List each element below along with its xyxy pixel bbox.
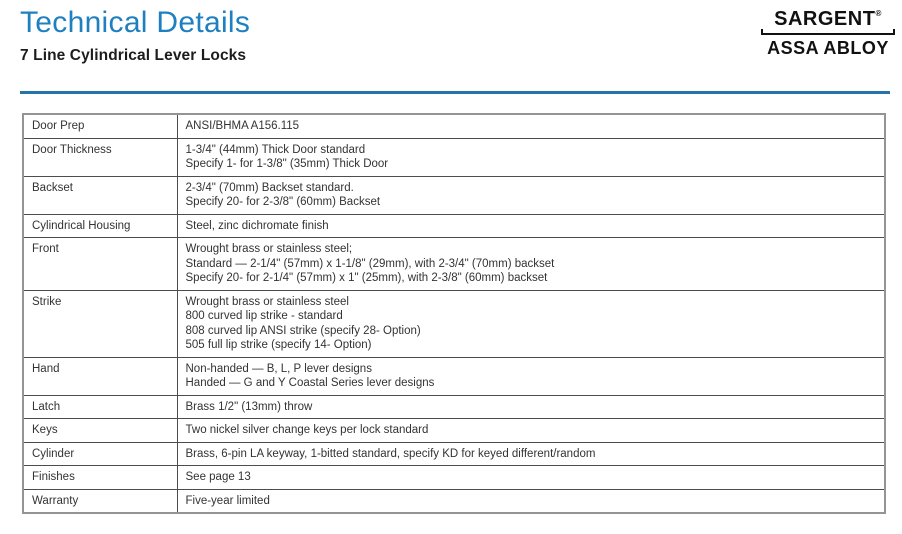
spec-label: Cylinder bbox=[22, 441, 178, 466]
table-row: Door Prep ANSI/BHMA A156.115 bbox=[22, 113, 886, 139]
spec-line: Handed — G and Y Coastal Series lever de… bbox=[185, 377, 435, 389]
spec-value: 1-3/4" (44mm) Thick Door standard Specify… bbox=[176, 137, 886, 177]
table-row: Hand Non-handed — B, L, P lever designs H… bbox=[22, 356, 886, 396]
table-row: Backset 2-3/4" (70mm) Backset standard. S… bbox=[22, 175, 886, 215]
spec-line: Specify 20- for 2-3/8" (60mm) Backset bbox=[185, 196, 381, 208]
registered-trademark-symbol: ® bbox=[875, 9, 882, 18]
spec-line: Specify 1- for 1-3/8" (35mm) Thick Door bbox=[185, 158, 389, 170]
spec-label: Strike bbox=[22, 289, 178, 358]
spec-line: ANSI/BHMA A156.115 bbox=[185, 120, 300, 132]
spec-line: Non-handed — B, L, P lever designs bbox=[185, 362, 372, 375]
spec-line: 505 full lip strike (specify 14- Option) bbox=[185, 339, 372, 351]
spec-label: Finishes bbox=[22, 465, 178, 490]
spec-label: Backset bbox=[22, 175, 178, 215]
spec-value: Non-handed — B, L, P lever designs Handed… bbox=[176, 356, 886, 396]
spec-line: 808 curved lip ANSI strike (specify 28- … bbox=[185, 324, 421, 337]
spec-table-body: Door Prep ANSI/BHMA A156.115 Door Thickn… bbox=[22, 113, 886, 514]
table-row: Finishes See page 13 bbox=[22, 465, 886, 490]
spec-value: Five-year limited bbox=[176, 488, 886, 514]
sargent-assa-abloy-logo: SARGENT® ASSA ABLOY bbox=[760, 9, 896, 57]
technical-details-table: Door Prep ANSI/BHMA A156.115 Door Thickn… bbox=[22, 113, 886, 514]
table-row: Cylinder Brass, 6-pin LA keyway, 1-bitte… bbox=[22, 441, 886, 466]
spec-value: 2-3/4" (70mm) Backset standard. Specify 2… bbox=[176, 175, 886, 215]
spec-line: 800 curved lip strike - standard bbox=[185, 310, 343, 322]
spec-label: Door Thickness bbox=[22, 137, 178, 177]
table-row: Cylindrical Housing Steel, zinc dichroma… bbox=[22, 213, 886, 238]
sargent-wordmark: SARGENT® bbox=[760, 9, 896, 29]
spec-line: Brass, 6-pin LA keyway, 1-bitted standar… bbox=[185, 447, 596, 460]
spec-value: Brass 1/2" (13mm) throw bbox=[176, 394, 886, 419]
spec-line: See page 13 bbox=[185, 471, 251, 483]
spec-value: Wrought brass or stainless steel 800 curv… bbox=[176, 289, 886, 358]
spec-label: Hand bbox=[22, 356, 178, 396]
spec-value: Brass, 6-pin LA keyway, 1-bitted standar… bbox=[176, 441, 886, 466]
table-row: Door Thickness 1-3/4" (44mm) Thick Door … bbox=[22, 137, 886, 177]
spec-line: Steel, zinc dichromate finish bbox=[185, 219, 329, 232]
spec-label: Keys bbox=[22, 418, 178, 443]
spec-line: Wrought brass or stainless steel bbox=[185, 295, 349, 308]
spec-line: Specify 20- for 2-1/4" (57mm) x 1" (25mm… bbox=[185, 272, 548, 284]
spec-line: Five-year limited bbox=[185, 494, 270, 507]
spec-label: Latch bbox=[22, 394, 178, 419]
spec-value: See page 13 bbox=[176, 465, 886, 490]
sargent-wordmark-text: SARGENT bbox=[774, 8, 876, 30]
spec-line: 2-3/4" (70mm) Backset standard. bbox=[185, 181, 354, 194]
spec-line: Wrought brass or stainless steel; bbox=[185, 243, 353, 255]
table-row: Strike Wrought brass or stainless steel 8… bbox=[22, 289, 886, 358]
spec-line: Standard — 2-1/4" (57mm) x 1-1/8" (29mm)… bbox=[185, 257, 555, 270]
spec-value: Wrought brass or stainless steel; Standar… bbox=[176, 237, 886, 291]
spec-line: Brass 1/2" (13mm) throw bbox=[185, 400, 313, 413]
logo-bracket-line bbox=[761, 29, 895, 35]
table-row: Front Wrought brass or stainless steel; S… bbox=[22, 237, 886, 291]
page-header: Technical Details 7 Line Cylindrical Lev… bbox=[20, 6, 250, 65]
table-row: Latch Brass 1/2" (13mm) throw bbox=[22, 394, 886, 419]
spec-label: Warranty bbox=[22, 488, 178, 514]
spec-value: Steel, zinc dichromate finish bbox=[176, 213, 886, 238]
table-row: Warranty Five-year limited bbox=[22, 488, 886, 514]
spec-label: Front bbox=[22, 237, 178, 291]
assa-abloy-wordmark: ASSA ABLOY bbox=[767, 38, 889, 58]
spec-value: ANSI/BHMA A156.115 bbox=[176, 113, 886, 139]
spec-line: 1-3/4" (44mm) Thick Door standard bbox=[185, 143, 366, 156]
spec-label: Door Prep bbox=[22, 113, 178, 139]
table-row: Keys Two nickel silver change keys per l… bbox=[22, 418, 886, 443]
page-subtitle: 7 Line Cylindrical Lever Locks bbox=[20, 47, 247, 64]
spec-line: Two nickel silver change keys per lock s… bbox=[185, 424, 429, 436]
page-title: Technical Details bbox=[20, 6, 251, 39]
spec-value: Two nickel silver change keys per lock s… bbox=[176, 418, 886, 443]
header-divider-rule bbox=[20, 91, 890, 94]
spec-label: Cylindrical Housing bbox=[22, 213, 178, 238]
